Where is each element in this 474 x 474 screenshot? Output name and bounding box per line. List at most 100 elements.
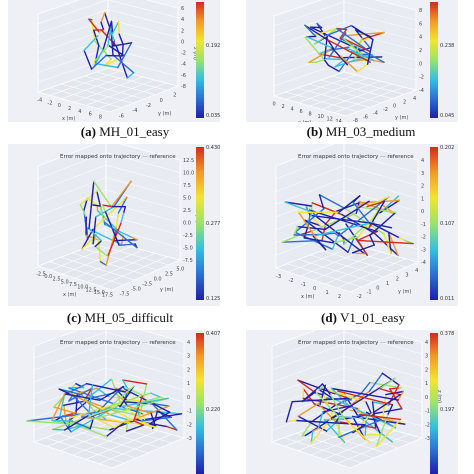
trajectory-segment (112, 54, 135, 74)
y-tick-label: -4 (132, 108, 137, 114)
z-tick-label: -1 (187, 409, 192, 415)
trajectory-segment (51, 393, 66, 422)
trajectory-segment (81, 228, 94, 250)
y-tick-label: 0 (393, 103, 396, 109)
z-tick-label: 12.5 (183, 158, 194, 164)
trajectory-segment (79, 204, 88, 218)
wall-gridline (273, 11, 345, 37)
wall-gridline (271, 367, 345, 395)
trajectory-segment (112, 39, 115, 47)
trajectory-segment (121, 43, 124, 57)
legend-f-dash: –– (380, 340, 386, 346)
trajectory-segment (166, 425, 178, 431)
trajectory-segment (126, 405, 152, 415)
z-tick-label: 8 (419, 8, 422, 14)
trajectory-segment (92, 199, 125, 231)
z-tick-label: -1 (421, 222, 426, 228)
trajectory-segment (314, 391, 340, 418)
x-tick-label: 2 (282, 104, 285, 110)
x-tick-label: 1 (326, 290, 329, 296)
wall-gridline (105, 177, 181, 198)
z-tick-label: -8 (181, 84, 186, 90)
trajectory-segment (343, 38, 370, 52)
wall-gridline (343, 343, 423, 367)
wall-gridline (343, 11, 417, 31)
y-tick-label: -6 (363, 114, 368, 120)
x-tick-label: 15.0 (94, 290, 105, 296)
trajectory-segment (59, 415, 72, 433)
legend-e-ref: reference (149, 340, 176, 346)
z-tick-label: -2 (187, 422, 192, 428)
wall-gridline (105, 214, 181, 236)
y-tick-label: 2 (403, 100, 406, 106)
plot-panel-c: 12.510.07.55.02.50.0-2.5-5.0-7.5z (m)-2.… (8, 144, 220, 306)
z-tick-label: -5.0 (183, 246, 193, 252)
trajectory-segment (370, 222, 401, 239)
trajectory-segment (156, 410, 173, 419)
trajectory-segment (108, 385, 135, 408)
y-axis-label: y (m) (398, 289, 411, 295)
y-tick-label: 1 (386, 281, 389, 287)
x-tick-label: -1 (301, 282, 306, 288)
trajectory-segment (94, 417, 116, 429)
plot-canvas-f: 4 3 2 1 0 -1 -2 -3 z (m) (270, 330, 442, 469)
trajectory-segment (118, 33, 124, 46)
x-tick-label: 10 (318, 114, 324, 120)
trajectory-segment (88, 227, 103, 242)
trajectory-segment (102, 20, 113, 50)
trajectory-segment (319, 404, 337, 423)
caption-a-name: MH_01_easy (99, 124, 170, 139)
trajectory-segment (295, 419, 366, 426)
floor-gridline (332, 75, 405, 95)
z-tick-label: -3 (421, 247, 426, 253)
trajectory-segment (68, 394, 74, 402)
trajectory-segment (115, 212, 120, 229)
wall-gridline (271, 331, 345, 359)
trajectory-segment (94, 240, 103, 248)
trajectory-segment (117, 42, 133, 69)
trajectory-series (304, 22, 385, 73)
trajectory-segment (110, 414, 129, 421)
trajectory-segment (351, 252, 366, 255)
trajectory-segment (318, 194, 346, 209)
trajectory-segment (136, 396, 163, 404)
wall-gridline (275, 177, 345, 205)
trajectory-segment (354, 29, 363, 39)
wall-gridline (107, 48, 179, 67)
trajectory-segment (311, 211, 318, 218)
trajectory-segment (398, 236, 406, 242)
trajectory-segment (150, 412, 157, 428)
y-tick-label: 4 (413, 96, 416, 102)
x-axis-label: x (m) (298, 120, 311, 122)
trajectory-segment (381, 372, 400, 386)
colorbar-tick-b-1: 0.045 (440, 113, 455, 119)
legend-f: Error mapped onto trajectory –– referenc… (298, 340, 414, 346)
z-tick-label: 10.0 (183, 171, 194, 177)
trajectory-segment (92, 48, 105, 69)
trajectory-segment (312, 221, 375, 237)
trajectory-segment (105, 420, 127, 438)
trajectory-segment (285, 400, 293, 423)
trajectory-segment (350, 24, 374, 41)
trajectory-segment (368, 222, 393, 229)
x-tick-label: 2 (68, 106, 71, 112)
trajectory-segment (301, 383, 324, 403)
wall-gridline (105, 152, 181, 173)
trajectory-segment (321, 383, 332, 396)
wall-gridline (273, 21, 345, 47)
z-tick-label: 1 (425, 381, 428, 387)
z-tick-label: -3 (425, 436, 430, 442)
trajectory-segment (75, 397, 92, 412)
colorbar-tick-b-0: 0.238 (440, 43, 455, 49)
trajectory-segment (68, 386, 85, 389)
wall-gridline (275, 165, 345, 192)
z-tick-label: -2.5 (183, 233, 193, 239)
trajectory-segment (154, 403, 170, 407)
floor-gridline (94, 244, 169, 266)
wall-gridline (271, 343, 345, 371)
z-tick-label: 4 (419, 35, 422, 41)
wall-gridline (343, 61, 417, 81)
